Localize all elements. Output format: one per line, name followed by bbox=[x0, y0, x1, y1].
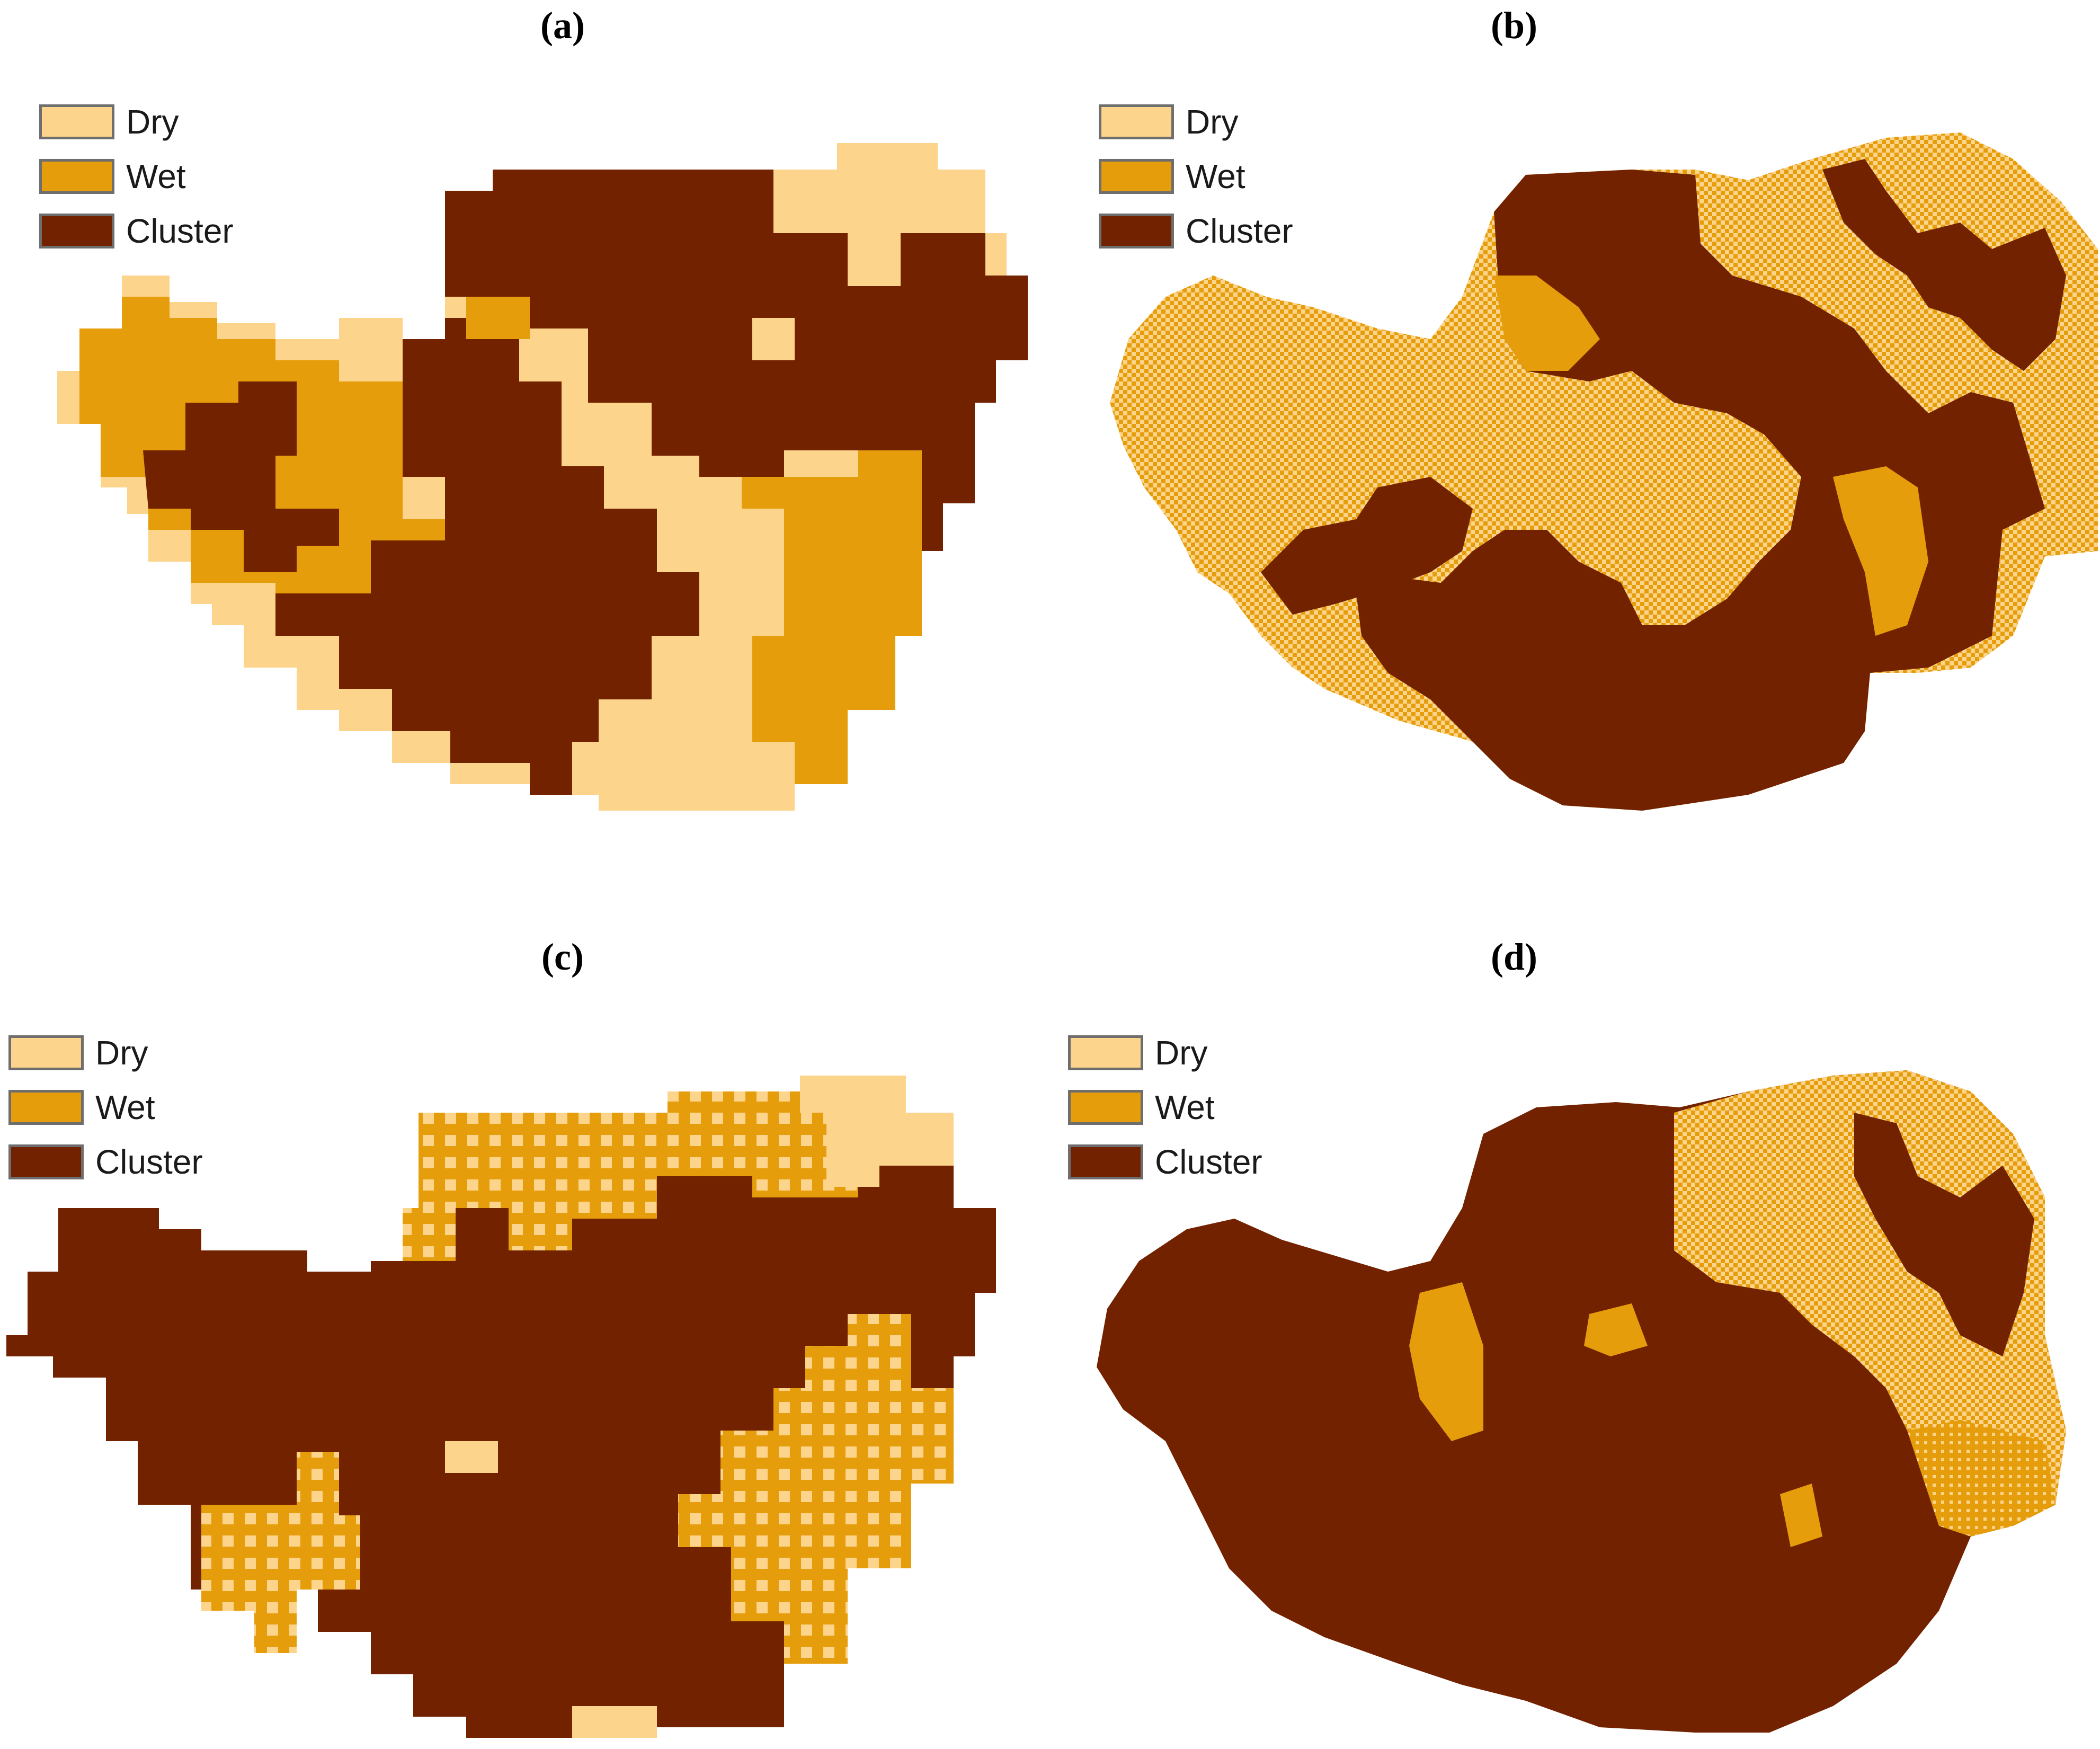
region-a-wet-east bbox=[742, 450, 922, 784]
wet-swatch bbox=[1099, 158, 1174, 194]
panel-title-b: (b) bbox=[1491, 4, 1537, 47]
wet-swatch bbox=[8, 1089, 84, 1125]
legend-item-wet: Wet bbox=[39, 149, 234, 203]
region-a-dry-south bbox=[599, 699, 795, 811]
legend-label-dry: Dry bbox=[95, 1033, 148, 1072]
legend-item-dry: Dry bbox=[8, 1025, 203, 1080]
cluster-swatch bbox=[1099, 213, 1174, 248]
region-d-wet-patch-1 bbox=[1409, 1282, 1483, 1441]
legend-label-wet: Wet bbox=[1186, 157, 1245, 196]
region-c-dry-ne bbox=[800, 1076, 954, 1187]
legend-d: Dry Wet Cluster bbox=[1068, 1025, 1262, 1189]
legend-item-wet: Wet bbox=[1099, 149, 1293, 203]
legend-b: Dry Wet Cluster bbox=[1099, 94, 1293, 258]
legend-item-dry: Dry bbox=[1068, 1025, 1262, 1080]
region-a-wet-patch bbox=[466, 297, 530, 339]
legend-item-cluster: Cluster bbox=[1099, 203, 1293, 258]
cluster-swatch bbox=[8, 1144, 84, 1179]
cluster-swatch bbox=[39, 213, 114, 248]
region-d-wet-east bbox=[1907, 1420, 2055, 1537]
legend-label-dry: Dry bbox=[1186, 102, 1239, 141]
region-c-dry-patch bbox=[445, 1441, 498, 1473]
region-d-wet-patch-2 bbox=[1584, 1303, 1648, 1356]
region-d-cluster-ne bbox=[1854, 1113, 2034, 1356]
map-panel-b bbox=[1110, 132, 2098, 811]
region-c-top-band bbox=[403, 1076, 954, 1261]
legend-label-dry: Dry bbox=[1155, 1033, 1208, 1072]
legend-item-wet: Wet bbox=[8, 1080, 203, 1134]
region-a-cluster-west bbox=[143, 381, 339, 572]
legend-label-wet: Wet bbox=[95, 1088, 155, 1126]
cluster-swatch bbox=[1068, 1144, 1143, 1179]
region-d-dry-ne bbox=[1674, 1070, 2066, 1537]
wet-swatch bbox=[1068, 1089, 1143, 1125]
legend-label-cluster: Cluster bbox=[1186, 211, 1293, 250]
dry-swatch bbox=[8, 1035, 84, 1070]
legend-item-dry: Dry bbox=[1099, 94, 1293, 149]
region-a-dry-east bbox=[678, 477, 784, 636]
region-a-cluster-central bbox=[275, 318, 699, 795]
region-a-dry-patch bbox=[752, 318, 795, 360]
region-b-wet-center bbox=[1494, 276, 1600, 371]
map-panel-d bbox=[1097, 1070, 2066, 1733]
region-c-wet-west bbox=[201, 1452, 360, 1653]
map-panel-c bbox=[6, 1076, 996, 1738]
region-d-wet-patch-3 bbox=[1780, 1484, 1822, 1547]
legend-item-dry: Dry bbox=[39, 94, 234, 149]
dry-swatch bbox=[1099, 104, 1174, 139]
legend-item-wet: Wet bbox=[1068, 1080, 1262, 1134]
panel-title-d: (d) bbox=[1491, 936, 1537, 978]
legend-label-cluster: Cluster bbox=[126, 211, 234, 250]
legend-label-cluster: Cluster bbox=[95, 1142, 203, 1181]
legend-label-dry: Dry bbox=[126, 102, 179, 141]
legend-label-wet: Wet bbox=[1155, 1088, 1215, 1126]
map-panel-a bbox=[57, 143, 1028, 811]
legend-label-cluster: Cluster bbox=[1155, 1142, 1262, 1181]
legend-item-cluster: Cluster bbox=[8, 1134, 203, 1189]
region-c-wet-south bbox=[572, 1706, 657, 1738]
legend-c: Dry Wet Cluster bbox=[8, 1025, 203, 1189]
region-b-cluster-ne-fingers bbox=[1822, 159, 2066, 371]
legend-label-wet: Wet bbox=[126, 157, 186, 196]
region-b-wet-east bbox=[1833, 466, 1928, 636]
region-c-wet-east bbox=[678, 1314, 954, 1664]
panel-title-a: (a) bbox=[540, 4, 585, 47]
legend-item-cluster: Cluster bbox=[1068, 1134, 1262, 1189]
panel-title-c: (c) bbox=[541, 936, 584, 978]
dry-swatch bbox=[39, 104, 114, 139]
region-a-dry-ne bbox=[773, 143, 985, 286]
region-b-cluster-west-arm bbox=[1261, 477, 1473, 615]
wet-swatch bbox=[39, 158, 114, 194]
legend-a: Dry Wet Cluster bbox=[39, 94, 234, 258]
dry-swatch bbox=[1068, 1035, 1143, 1070]
legend-item-cluster: Cluster bbox=[39, 203, 234, 258]
